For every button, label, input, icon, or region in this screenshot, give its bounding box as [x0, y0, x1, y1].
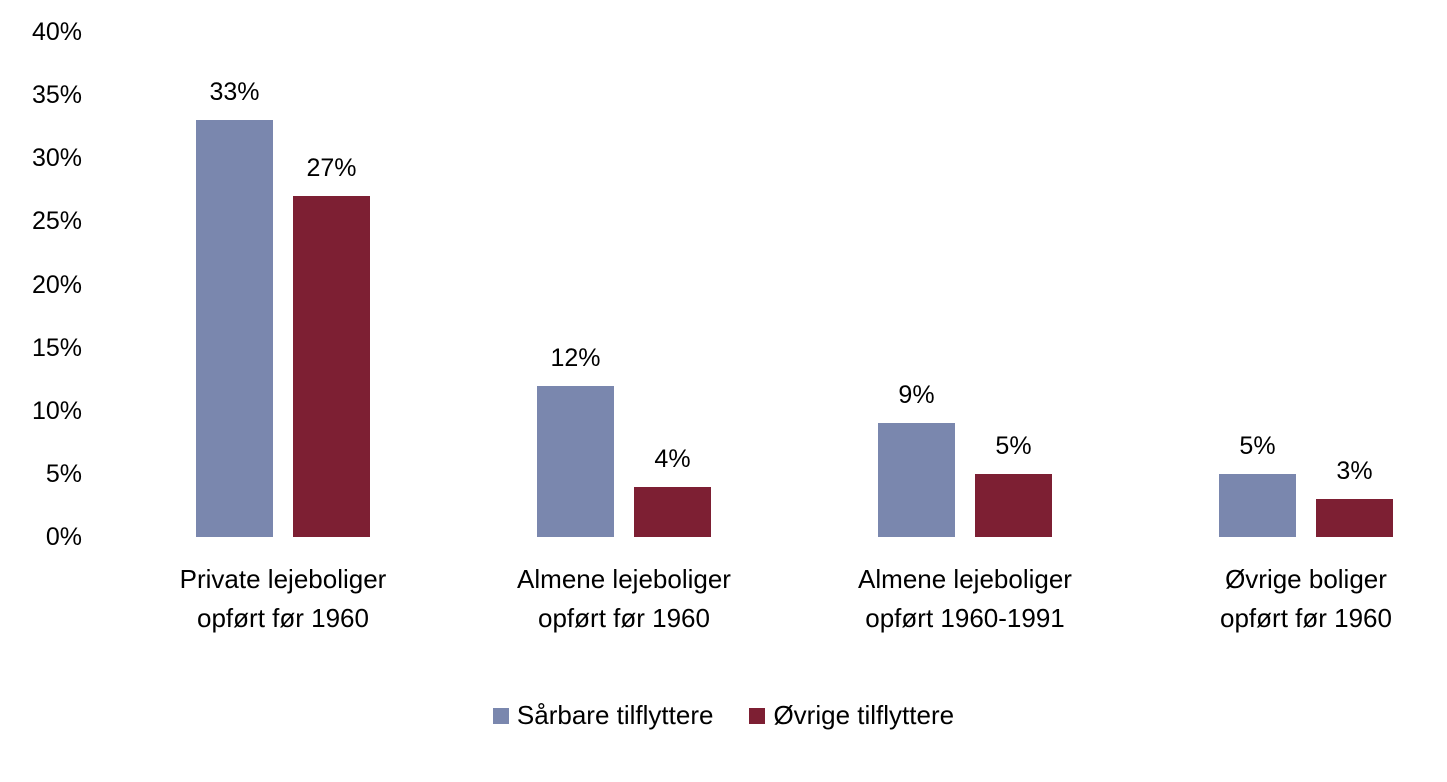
category-label-line: Øvrige boliger [1225, 564, 1387, 594]
legend-swatch-icon [492, 707, 509, 724]
x-axis-category-label: Almene lejeboliger opført 1960-1991 [815, 560, 1115, 638]
legend-label: Øvrige tilflyttere [773, 700, 955, 730]
category-label-line: opført før 1960 [197, 603, 369, 633]
data-label: 5% [1239, 431, 1276, 460]
data-label: 9% [898, 381, 935, 410]
y-axis-tick-label: 30% [31, 144, 82, 173]
category-label-line: Almene lejeboliger [858, 564, 1072, 594]
bar-saarbare [196, 120, 273, 537]
bar-oevrige [975, 473, 1052, 537]
y-axis-tick-label: 10% [31, 396, 82, 425]
legend-item: Øvrige tilflyttere [749, 700, 954, 731]
data-label: 5% [995, 431, 1032, 460]
y-axis-tick-label: 20% [31, 270, 82, 299]
y-axis-tick-label: 0% [45, 523, 82, 551]
y-axis-tick-label: 40% [31, 18, 82, 46]
category-label-line: opført før 1960 [538, 603, 710, 633]
category-label-line: Almene lejeboliger [517, 564, 731, 594]
y-axis-tick-label: 25% [31, 207, 82, 236]
data-label: 33% [209, 78, 260, 107]
bar-oevrige [634, 486, 711, 537]
legend: Sårbare tilflyttere Øvrige tilflyttere [0, 700, 1447, 731]
y-axis-tick-label: 15% [31, 333, 82, 362]
bar-saarbare [878, 423, 955, 537]
bar-oevrige [1316, 499, 1393, 537]
y-axis-tick-label: 35% [31, 81, 82, 110]
bar-oevrige [293, 196, 370, 537]
data-label: 3% [1336, 457, 1373, 486]
legend-label: Sårbare tilflyttere [516, 700, 714, 730]
x-axis-category-label: Private lejeboliger opført før 1960 [133, 560, 433, 638]
bar-saarbare [537, 385, 614, 537]
x-axis-category-label: Øvrige boliger opført før 1960 [1156, 560, 1447, 638]
y-axis-tick-label: 5% [45, 459, 82, 488]
data-label: 4% [654, 444, 691, 473]
category-label-line: opført før 1960 [1220, 603, 1392, 633]
x-axis-category-label: Almene lejeboliger opført før 1960 [474, 560, 774, 638]
category-label-line: opført 1960-1991 [865, 603, 1065, 633]
legend-item: Sårbare tilflyttere [492, 700, 714, 731]
data-label: 27% [306, 154, 357, 183]
legend-swatch-icon [749, 707, 766, 724]
data-label: 12% [550, 343, 601, 372]
bar-saarbare [1219, 473, 1296, 537]
category-label-line: Private lejeboliger [179, 564, 387, 594]
